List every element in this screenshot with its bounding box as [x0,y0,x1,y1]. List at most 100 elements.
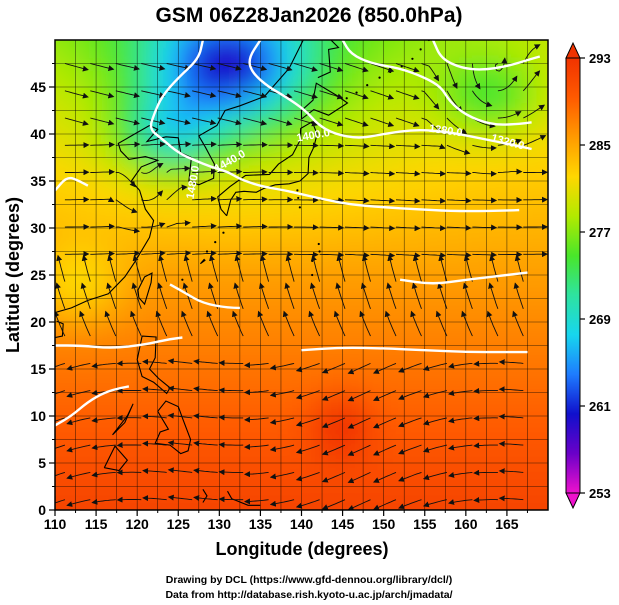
streamline [217,195,243,202]
island-dot [345,97,348,100]
colorbar-tick-label: 277 [589,225,611,240]
streamline [370,143,396,150]
x-tick-label: 120 [125,516,149,532]
streamline [106,282,117,309]
streamline [344,90,369,100]
streamline [90,250,115,257]
streamline [259,282,270,309]
streamline [421,225,447,232]
streamline [243,141,268,148]
streamline [384,310,397,337]
streamline [395,197,421,204]
streamline [167,494,193,501]
streamline [333,310,346,337]
streamline [372,499,397,510]
streamline [157,282,168,309]
streamline [217,117,242,126]
streamline [141,250,166,257]
y-tick-label: 40 [30,126,46,142]
temperature-field [55,40,548,510]
streamline [192,223,217,230]
x-tick-label: 140 [290,516,314,532]
streamline [347,471,371,484]
streamline [269,471,295,480]
island-dot [181,278,184,281]
height-contour-line [399,271,528,285]
streamline [130,310,142,337]
streamline [514,254,524,282]
x-tick-label: 145 [331,516,355,532]
streamline [90,196,115,203]
streamline [422,499,447,508]
streamline [55,362,66,368]
streamline [217,223,243,230]
streamline [91,471,116,478]
streamline [141,190,164,201]
x-tick-label: 115 [85,516,108,532]
streamline [497,168,523,175]
coastline [199,258,206,265]
streamline [141,90,166,98]
streamline [218,496,244,503]
x-tick-label: 125 [167,516,191,532]
streamline [115,171,136,188]
contour-label: 1400.0 [296,127,331,145]
streamline [319,117,344,127]
streamline [295,499,320,509]
y-axis-ticks: 0 5 10 15 20 25 30 35 40 45 [30,63,55,518]
colorbar-tick-label: 285 [589,138,611,153]
streamline [107,254,117,282]
streamline [370,197,396,204]
streamline [321,362,346,374]
streamline [370,225,396,232]
streamline [421,170,447,177]
streamline [347,444,371,456]
colorbar-tick-label: 293 [589,51,611,66]
streamline [398,471,422,482]
streamline [142,358,167,365]
streamline [141,141,166,148]
height-contour-line [169,283,240,310]
streamline [183,254,193,282]
streamline [523,104,546,119]
streamline [319,63,344,73]
streamline [193,494,218,501]
streamline [448,471,473,478]
streamline [115,90,140,99]
streamline [90,63,115,72]
streamline [295,390,320,400]
streamline [395,90,420,100]
footer-credit-drawing: Drawing by DCL (https://www.gfd-dennou.o… [166,574,452,586]
streamline [166,90,191,98]
streamline [269,390,295,398]
streamline [193,385,218,392]
streamline [243,63,268,72]
streamline [498,495,524,502]
streamline [167,440,193,447]
streamline [473,360,498,367]
streamline [218,414,244,421]
island-dot [317,242,320,246]
streamline [446,197,472,204]
streamline [66,417,91,426]
streamline [472,144,497,152]
streamline [192,63,217,71]
streamline [488,282,499,309]
streamline [473,497,498,504]
y-tick-label: 10 [30,408,46,424]
streamline [55,310,66,337]
island-dot [296,189,299,192]
streamline [55,444,66,449]
streamline [308,310,321,337]
streamline [448,444,473,451]
streamline [446,144,471,155]
streamline [166,250,192,257]
streamline [64,63,89,72]
streamline [522,70,541,92]
streamline [284,282,295,309]
streamline [398,390,422,400]
streamline [66,444,91,453]
streamline [498,359,524,366]
